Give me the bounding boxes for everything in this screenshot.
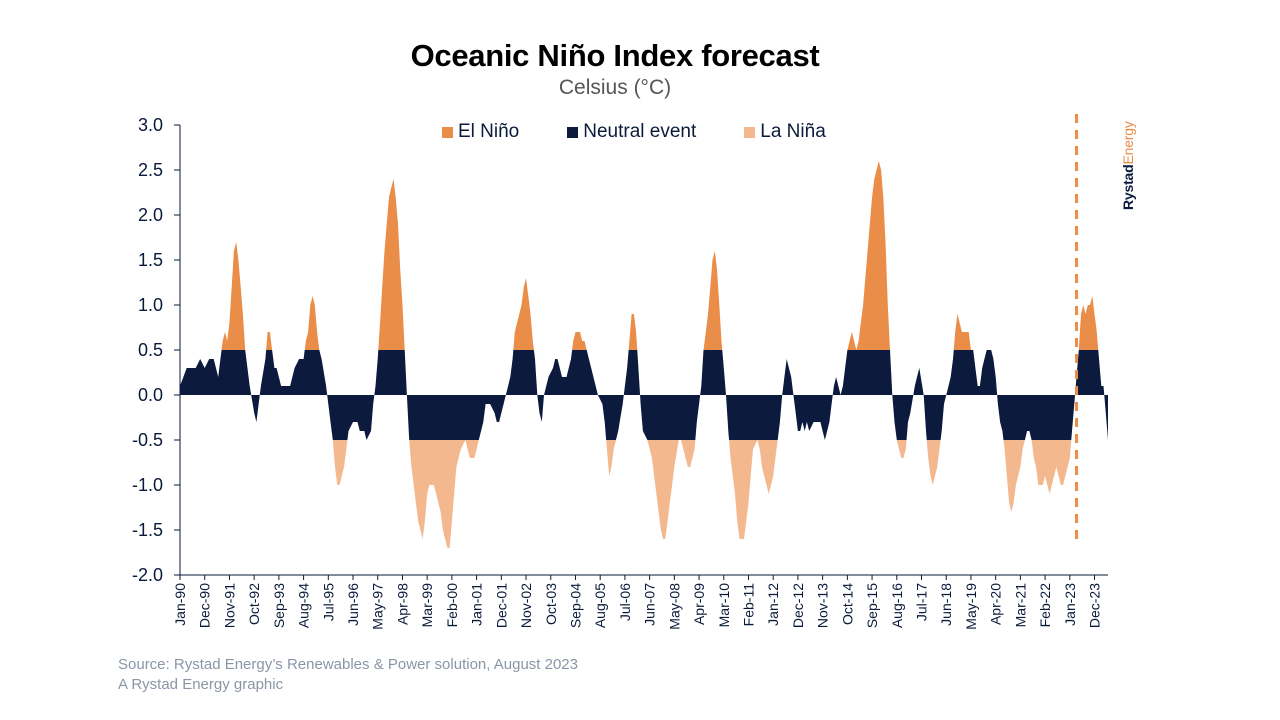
chart-title: Oceanic Niño Index forecast	[410, 38, 820, 73]
x-tick-label: Dec-23	[1087, 583, 1103, 628]
legend-label-la-nina: La Niña	[760, 121, 826, 142]
x-tick-label: Sep-15	[864, 583, 880, 628]
legend-item-el-nino: El Niño	[442, 121, 519, 143]
x-tick-label: Apr-09	[691, 583, 707, 625]
x-tick-label: Sep-93	[271, 583, 287, 628]
x-tick-label: Apr-20	[988, 583, 1004, 625]
x-tick-label: Mar-21	[1012, 583, 1028, 628]
chart-subtitle: Celsius (°C)	[558, 76, 672, 99]
x-tick-label: May-08	[666, 583, 682, 630]
x-tick-label: Feb-22	[1037, 583, 1053, 628]
brand-logo-part2: Energy	[1120, 121, 1136, 165]
x-tick-label: May-19	[963, 583, 979, 630]
legend-item-neutral: Neutral event	[567, 121, 696, 143]
y-tick-label: 1.5	[138, 250, 163, 270]
y-tick-label: 0.5	[138, 340, 163, 360]
legend-swatch-neutral	[567, 126, 579, 138]
y-tick-label: 1.0	[138, 295, 163, 315]
y-tick-label: 3.0	[138, 115, 163, 135]
y-tick-label: -2.0	[132, 565, 163, 585]
source-note: Source: Rystad Energy’s Renewables & Pow…	[118, 656, 578, 673]
x-tick-label: Jan-01	[469, 583, 485, 626]
x-tick-label: Sep-04	[567, 583, 583, 628]
x-tick-label: Jul-17	[914, 583, 930, 621]
x-tick-label: Nov-13	[815, 583, 831, 628]
x-tick-label: Aug-16	[889, 583, 905, 628]
x-tick-label: Jun-18	[938, 583, 954, 626]
x-tick-label: Jan-23	[1062, 583, 1078, 626]
x-tick-label: Dec-01	[493, 583, 509, 628]
x-tick-label: Jun-96	[345, 583, 361, 626]
chart-legend: El Niño Neutral event La Niña	[442, 121, 826, 143]
area-neutral-event	[180, 350, 1108, 440]
y-tick-label: -1.0	[132, 475, 163, 495]
x-tick-label: Jul-95	[320, 583, 336, 621]
x-tick-label: Jan-12	[765, 583, 781, 626]
x-tick-label: Dec-12	[790, 583, 806, 628]
x-tick-label: Mar-10	[716, 583, 732, 628]
y-tick-label: -1.5	[132, 520, 163, 540]
x-tick-label: Jan-90	[172, 583, 188, 626]
x-tick-label: Jul-06	[617, 583, 633, 621]
y-tick-label: -0.5	[132, 430, 163, 450]
x-tick-label: Oct-92	[246, 583, 262, 625]
x-tick-label: Feb-00	[444, 583, 460, 628]
x-tick-label: Oct-03	[543, 583, 559, 625]
x-tick-label: Feb-11	[740, 583, 756, 627]
x-tick-label: Jun-07	[642, 583, 658, 626]
legend-label-neutral: Neutral event	[583, 121, 697, 142]
x-tick-label: Nov-02	[518, 583, 534, 628]
area-el-nino	[221, 161, 1099, 350]
x-tick-label: Mar-99	[419, 583, 435, 628]
y-tick-label: 2.5	[138, 160, 163, 180]
brand-logo: RystadEnergy	[1120, 121, 1136, 210]
brand-logo-part1: Rystad	[1120, 164, 1136, 210]
x-tick-label: May-97	[370, 583, 386, 630]
x-tick-label: Aug-05	[592, 583, 608, 628]
legend-label-el-nino: El Niño	[458, 121, 520, 142]
x-tick-label: Apr-98	[394, 583, 410, 625]
y-tick-label: 2.0	[138, 205, 163, 225]
x-tick-label: Nov-91	[221, 583, 237, 628]
legend-swatch-la-nina	[744, 126, 756, 138]
area-la-nina	[332, 440, 1108, 548]
y-tick-label: 0.0	[138, 385, 163, 405]
credit-note: A Rystad Energy graphic	[118, 676, 284, 693]
x-tick-label: Aug-94	[296, 583, 312, 628]
x-tick-label: Dec-90	[197, 583, 213, 628]
legend-swatch-el-nino	[442, 126, 453, 138]
x-tick-label: Oct-14	[839, 583, 855, 625]
legend-item-la-nina: La Niña	[744, 121, 826, 143]
